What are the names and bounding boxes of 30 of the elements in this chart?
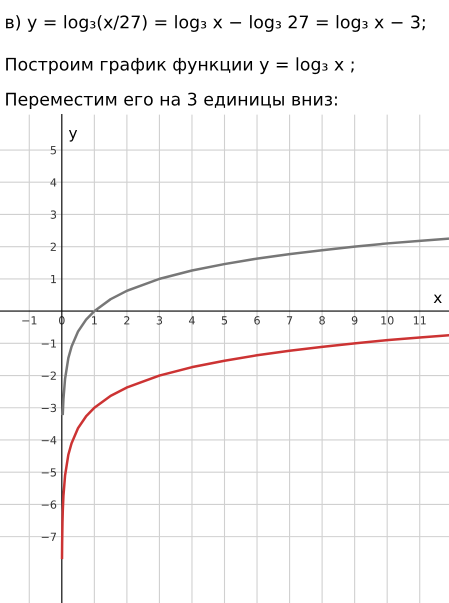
y-tick-label: 2 bbox=[50, 242, 56, 251]
x-tick-label: −1 bbox=[22, 316, 36, 324]
x-tick-label: 9 bbox=[352, 316, 358, 325]
text: Построим график функции y = log₃ x ; bbox=[6, 57, 354, 74]
y-tick-label: 1 bbox=[51, 275, 56, 284]
x-tick-label: 11 bbox=[414, 316, 426, 324]
y-tick-label: 5 bbox=[50, 146, 56, 154]
x-tick-label: 1 bbox=[92, 316, 97, 324]
x-tick-label: 7 bbox=[286, 316, 292, 324]
y-tick-label: −6 bbox=[42, 500, 56, 509]
x-tick-label: 3 bbox=[156, 316, 162, 325]
y-tick-label: 4 bbox=[50, 178, 56, 186]
y-tick-label: −3 bbox=[42, 404, 56, 412]
x-tick-label: 2 bbox=[124, 316, 130, 324]
y-tick-label: 3 bbox=[50, 210, 56, 219]
y-tick-label: −2 bbox=[42, 372, 56, 380]
x-tick-label: 8 bbox=[319, 316, 325, 325]
y-tick-label: −4 bbox=[42, 436, 56, 444]
line-series bbox=[60, 334, 449, 560]
x-tick-label: 10 bbox=[381, 316, 394, 325]
y-tick-label: −1 bbox=[42, 339, 56, 348]
x-tick-label: 4 bbox=[188, 316, 195, 324]
y-axis-title: y bbox=[68, 130, 78, 142]
y-tick-label: −5 bbox=[42, 468, 56, 477]
text: Переместим его на 3 единицы вниз: bbox=[6, 92, 337, 110]
x-tick-label: 6 bbox=[254, 316, 260, 325]
y-tick-label: −7 bbox=[42, 532, 56, 541]
x-axis-title: x bbox=[434, 294, 442, 304]
chart-title: в) y = log₃(x/27) = log₃ x − log₃ 27 = log₃ x − 3; bbox=[6, 15, 425, 32]
x-tick-label: 5 bbox=[222, 316, 228, 325]
